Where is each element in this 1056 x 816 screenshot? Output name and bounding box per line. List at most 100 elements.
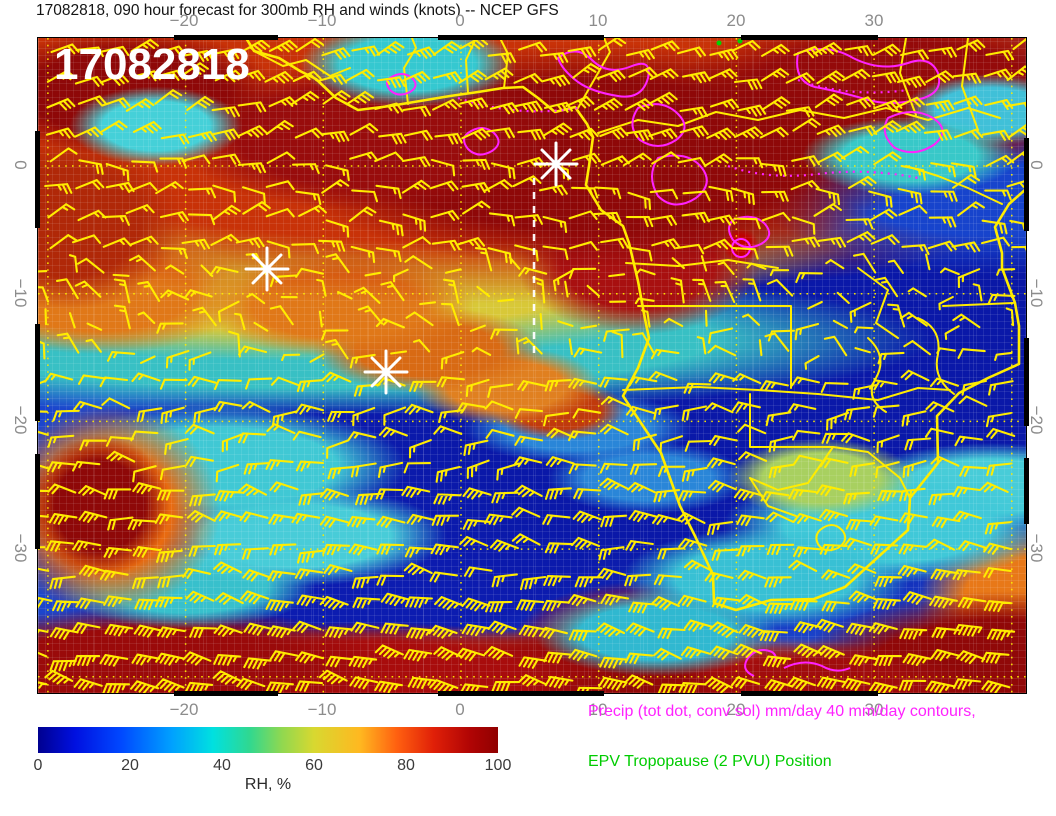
wind-barb	[212, 204, 241, 221]
wind-barb	[707, 344, 737, 357]
wind-barb	[847, 563, 877, 575]
wind-barb	[930, 568, 960, 581]
wind-barb	[402, 213, 427, 232]
wind-barb	[825, 259, 845, 270]
wind-barb	[318, 310, 323, 328]
wind-barb	[137, 311, 156, 325]
wind-barb	[456, 402, 486, 414]
wind-barb	[44, 669, 74, 685]
wind-barb	[241, 547, 269, 560]
wind-barb	[350, 462, 377, 478]
wind-barb	[650, 40, 680, 52]
wind-barb	[984, 99, 1014, 111]
wind-barb	[353, 286, 381, 304]
wind-barb	[518, 266, 548, 277]
wind-barb	[983, 542, 1013, 555]
wind-barb	[925, 253, 931, 271]
wind-barb	[375, 488, 404, 500]
wind-barb	[925, 70, 955, 83]
wind-barb	[843, 491, 871, 505]
wind-barb	[544, 379, 572, 392]
wind-barb	[99, 376, 129, 388]
wind-barb	[407, 676, 437, 690]
wind-barb	[269, 543, 297, 556]
wind-barb	[376, 574, 405, 586]
wind-barb	[155, 181, 184, 195]
wind-barb	[795, 272, 823, 284]
wind-barb	[514, 435, 544, 446]
wind-barb	[543, 651, 572, 664]
wind-barb	[404, 546, 433, 558]
wind-barb	[677, 594, 707, 608]
wind-barb	[670, 277, 685, 304]
wind-barb	[593, 211, 622, 223]
wind-barb	[952, 72, 982, 84]
wind-barb	[71, 622, 101, 635]
wind-barb	[462, 487, 492, 500]
wind-barb	[764, 332, 790, 352]
wind-barb	[291, 512, 321, 524]
wind-barb	[631, 332, 655, 354]
wind-barb	[518, 674, 548, 687]
wind-barb	[130, 680, 160, 693]
wind-barb	[708, 68, 738, 80]
wind-barb	[682, 190, 711, 202]
wind-barb	[545, 456, 575, 468]
wind-barb	[843, 537, 873, 549]
wind-barb	[704, 571, 734, 583]
wind-barb	[487, 52, 516, 64]
wind-barb	[38, 270, 48, 278]
wind-barb	[318, 239, 346, 252]
wind-barb	[768, 435, 794, 453]
wind-barb	[927, 240, 957, 252]
wind-barb	[38, 626, 49, 639]
wind-barb	[872, 598, 901, 610]
wind-barb	[514, 214, 544, 225]
wind-barb	[213, 561, 242, 575]
wind-barb	[600, 593, 630, 606]
wind-barb	[543, 411, 570, 427]
wind-barb	[634, 297, 655, 305]
wind-barb	[462, 519, 491, 531]
wind-barb	[48, 513, 78, 525]
wind-barb	[350, 621, 380, 634]
wind-barb	[401, 70, 431, 84]
wind-barb	[469, 324, 486, 332]
wind-barb	[236, 69, 266, 81]
wind-barb	[986, 427, 1016, 439]
wind-barb	[38, 427, 49, 438]
wind-barb	[706, 457, 736, 469]
wind-barb	[238, 483, 268, 497]
axis-tick-band	[741, 35, 878, 40]
bottom-axis-tick-label: 10	[588, 700, 608, 719]
wind-barb	[406, 513, 436, 525]
wind-barb	[1009, 219, 1026, 236]
wind-barb	[730, 676, 761, 689]
wind-barb	[897, 187, 923, 205]
wind-barb	[679, 106, 709, 118]
wind-barb	[542, 215, 568, 234]
wind-barb	[266, 625, 296, 639]
wind-barb	[52, 600, 81, 612]
wind-barb	[868, 190, 893, 208]
wind-barb	[462, 158, 491, 170]
wind-barb	[513, 456, 543, 468]
wind-barb	[958, 540, 988, 552]
wind-barb	[488, 212, 516, 227]
wind-barb	[461, 127, 491, 141]
wind-barb	[600, 396, 630, 408]
wind-barb	[462, 200, 491, 215]
wind-barb	[988, 380, 1014, 396]
top-axis-tick-label: 0	[455, 11, 465, 30]
wind-barb	[165, 264, 185, 275]
wind-barb	[738, 624, 768, 638]
wind-barb	[983, 68, 1013, 80]
wind-barb	[73, 126, 103, 138]
wind-barb	[872, 43, 901, 57]
wind-barb	[1006, 65, 1026, 82]
wind-barb	[383, 406, 407, 426]
wind-barb	[628, 601, 657, 614]
wind-barb	[101, 397, 131, 410]
wind-barb	[565, 95, 595, 109]
wind-barb	[265, 180, 295, 191]
